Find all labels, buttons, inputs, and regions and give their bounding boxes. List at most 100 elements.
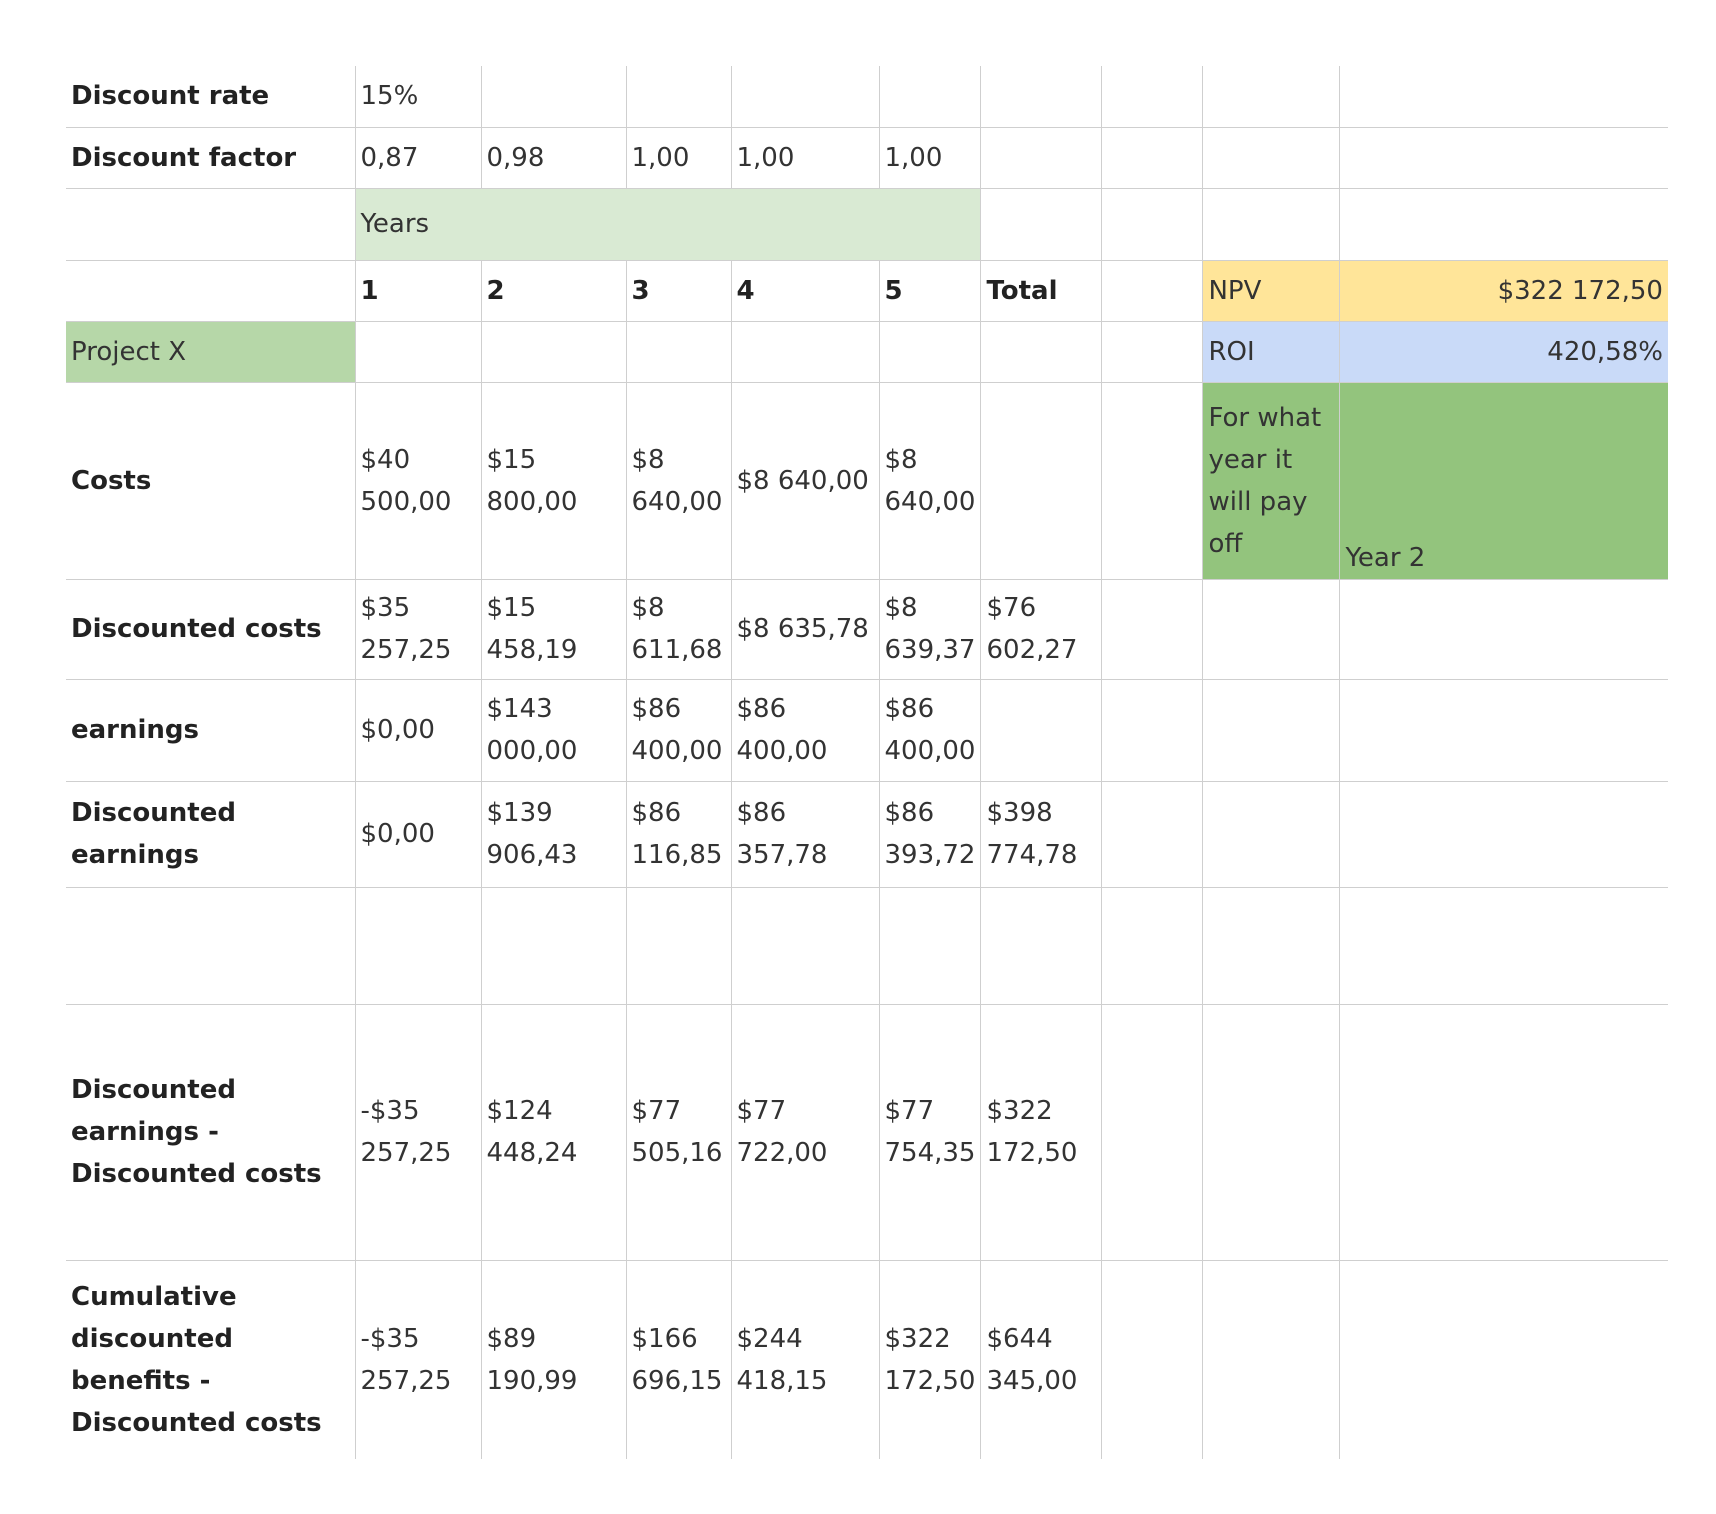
npv-label[interactable]: NPV — [1202, 260, 1340, 322]
npv-value[interactable]: $322 172,50 — [1339, 260, 1668, 322]
cell[interactable] — [66, 188, 355, 261]
cell[interactable] — [980, 679, 1102, 782]
cumulative-cell[interactable]: $322 172,50 — [878, 1260, 981, 1459]
cell[interactable] — [66, 260, 355, 322]
earnings-cell[interactable]: $0,00 — [354, 679, 481, 782]
cell[interactable] — [730, 66, 879, 128]
cell[interactable] — [1339, 66, 1668, 128]
year-header-1[interactable]: 1 — [354, 260, 481, 322]
net-cell[interactable]: $77 505,16 — [625, 1004, 731, 1261]
cell[interactable] — [1101, 887, 1203, 1005]
discounted-earnings-cell[interactable]: $86 116,85 — [625, 781, 731, 888]
cell[interactable] — [730, 321, 879, 383]
earnings-cell[interactable]: $86 400,00 — [878, 679, 981, 782]
year-header-3[interactable]: 3 — [625, 260, 731, 322]
discount-factor-cell[interactable]: 0,98 — [480, 127, 626, 189]
years-merged-cell[interactable]: Years — [354, 188, 981, 261]
discount-rate-label[interactable]: Discount rate — [66, 66, 355, 128]
cell[interactable] — [1101, 66, 1203, 128]
net-cell[interactable]: $124 448,24 — [480, 1004, 626, 1261]
net-cell[interactable]: -$35 257,25 — [354, 1004, 481, 1261]
cumulative-cell[interactable]: $89 190,99 — [480, 1260, 626, 1459]
net-cell[interactable]: $77 722,00 — [730, 1004, 879, 1261]
discounted-earnings-label[interactable]: Discounted earnings — [66, 781, 355, 888]
discount-factor-cell[interactable]: 1,00 — [625, 127, 731, 189]
earnings-cell[interactable]: $86 400,00 — [730, 679, 879, 782]
cumulative-cell[interactable]: -$35 257,25 — [354, 1260, 481, 1459]
cell[interactable] — [980, 887, 1102, 1005]
discount-factor-cell[interactable]: 1,00 — [730, 127, 879, 189]
costs-cell[interactable]: $8 640,00 — [878, 382, 981, 580]
cell[interactable] — [480, 321, 626, 383]
discounted-costs-total[interactable]: $76 602,27 — [980, 579, 1102, 680]
costs-cell[interactable]: $8 640,00 — [625, 382, 731, 580]
cell[interactable] — [878, 66, 981, 128]
discount-factor-cell[interactable]: 0,87 — [354, 127, 481, 189]
cell[interactable] — [1101, 127, 1203, 189]
cell[interactable] — [1101, 1004, 1203, 1261]
discounted-earnings-cell[interactable]: $0,00 — [354, 781, 481, 888]
cell[interactable] — [354, 321, 481, 383]
costs-cell[interactable]: $15 800,00 — [480, 382, 626, 580]
cell[interactable] — [480, 66, 626, 128]
cell[interactable] — [1101, 188, 1203, 261]
cell[interactable] — [625, 321, 731, 383]
discount-factor-label[interactable]: Discount factor — [66, 127, 355, 189]
year-header-4[interactable]: 4 — [730, 260, 879, 322]
discounted-costs-label[interactable]: Discounted costs — [66, 579, 355, 680]
cell[interactable] — [980, 382, 1102, 580]
cell[interactable] — [1101, 579, 1203, 680]
cell[interactable] — [66, 887, 355, 1005]
cumulative-cell[interactable]: $244 418,15 — [730, 1260, 879, 1459]
discounted-costs-cell[interactable]: $8 635,78 — [730, 579, 879, 680]
costs-cell[interactable]: $8 640,00 — [730, 382, 879, 580]
cell[interactable] — [1202, 1004, 1340, 1261]
cell[interactable] — [730, 887, 879, 1005]
cell[interactable] — [1101, 679, 1203, 782]
cell[interactable] — [1339, 127, 1668, 189]
payoff-value[interactable]: Year 2 — [1339, 382, 1668, 580]
year-header-2[interactable]: 2 — [480, 260, 626, 322]
discounted-costs-cell[interactable]: $35 257,25 — [354, 579, 481, 680]
cell[interactable] — [1339, 188, 1668, 261]
cell[interactable] — [1202, 679, 1340, 782]
net-label[interactable]: Discounted earnings - Discounted costs — [66, 1004, 355, 1261]
cell[interactable] — [1101, 1260, 1203, 1459]
cell[interactable] — [1101, 260, 1203, 322]
cell[interactable] — [1339, 1260, 1668, 1459]
cell[interactable] — [980, 66, 1102, 128]
cell[interactable] — [1202, 579, 1340, 680]
discounted-earnings-cell[interactable]: $86 393,72 — [878, 781, 981, 888]
costs-cell[interactable]: $40 500,00 — [354, 382, 481, 580]
earnings-cell[interactable]: $86 400,00 — [625, 679, 731, 782]
cell[interactable] — [1101, 781, 1203, 888]
cell[interactable] — [878, 321, 981, 383]
cell[interactable] — [878, 887, 981, 1005]
cell[interactable] — [625, 66, 731, 128]
payoff-label[interactable]: For what year it will pay off — [1202, 382, 1340, 580]
cumulative-label[interactable]: Cumulative discounted benefits - Discoun… — [71, 1281, 322, 1438]
cell[interactable] — [1202, 188, 1340, 261]
cell[interactable] — [1339, 781, 1668, 888]
discounted-costs-cell[interactable]: $15 458,19 — [480, 579, 626, 680]
discounted-earnings-cell[interactable]: $139 906,43 — [480, 781, 626, 888]
roi-value[interactable]: 420,58% — [1339, 321, 1668, 383]
roi-label[interactable]: ROI — [1202, 321, 1340, 383]
cell[interactable] — [1339, 679, 1668, 782]
cumulative-cell[interactable]: $166 696,15 — [625, 1260, 731, 1459]
cell[interactable] — [1101, 321, 1203, 383]
cell[interactable] — [1202, 127, 1340, 189]
discount-factor-cell[interactable]: 1,00 — [878, 127, 981, 189]
discount-rate-value[interactable]: 15% — [354, 66, 481, 128]
cell[interactable] — [1339, 887, 1668, 1005]
cell[interactable] — [1101, 382, 1203, 580]
cell[interactable] — [625, 887, 731, 1005]
discounted-earnings-cell[interactable]: $86 357,78 — [730, 781, 879, 888]
project-label[interactable]: Project X — [66, 321, 355, 383]
net-cell[interactable]: $77 754,35 — [878, 1004, 981, 1261]
earnings-cell[interactable]: $143 000,00 — [480, 679, 626, 782]
costs-label[interactable]: Costs — [66, 382, 355, 580]
cell[interactable] — [1202, 781, 1340, 888]
cell[interactable] — [1202, 66, 1340, 128]
cell[interactable] — [1339, 579, 1668, 680]
